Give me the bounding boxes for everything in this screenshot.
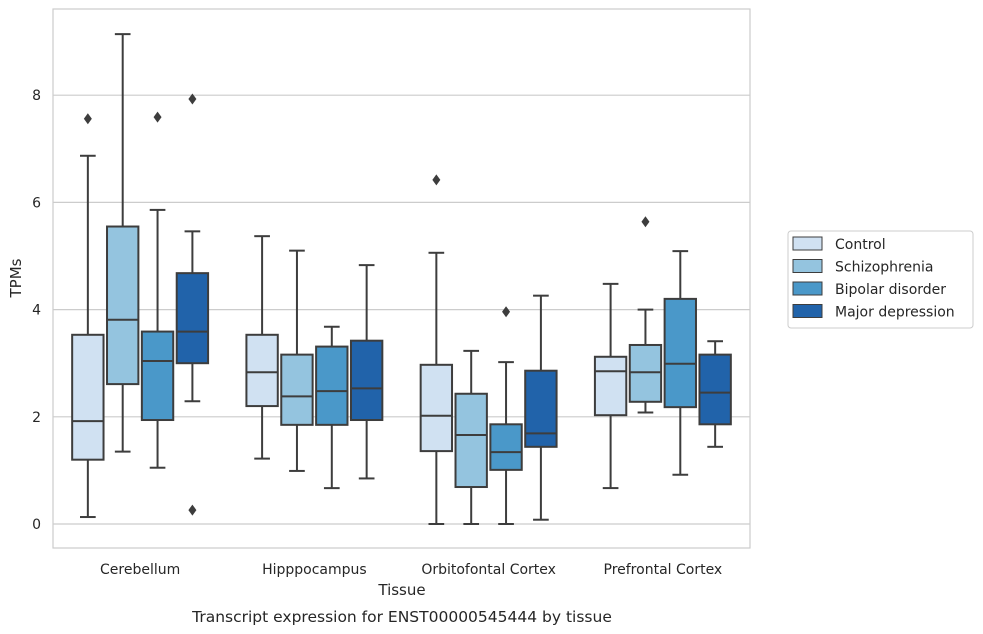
outlier-point	[188, 504, 197, 516]
box-schizophrenia	[106, 33, 140, 453]
x-tick-label: Orbitofontal Cortex	[421, 562, 556, 578]
box-iqr	[454, 392, 488, 489]
box-iqr	[315, 345, 349, 426]
y-tick-label: 8	[32, 88, 41, 104]
legend-label: Control	[835, 237, 886, 253]
box-schizophrenia	[628, 216, 663, 414]
legend: Control Schizophrenia Bipolar disorder Majo…	[787, 230, 974, 329]
box-major-depression	[524, 294, 558, 521]
box-major-depression	[175, 93, 210, 516]
box-schizophrenia	[280, 249, 314, 472]
box-iqr	[593, 355, 628, 417]
box-iqr	[280, 353, 314, 426]
box-control	[419, 174, 454, 525]
box-iqr	[106, 225, 140, 386]
y-tick-label: 0	[32, 517, 41, 533]
outlier-point	[641, 216, 650, 228]
box-iqr	[698, 353, 732, 426]
legend-item: Major depression	[792, 304, 955, 321]
box-iqr	[71, 333, 105, 461]
chart-caption: Transcript expression for ENST0000054544…	[191, 608, 612, 626]
outlier-point	[153, 111, 162, 123]
box-iqr	[140, 330, 175, 422]
box-schizophrenia	[454, 349, 488, 525]
outlier-point	[188, 93, 197, 105]
box-iqr	[245, 333, 279, 408]
y-axis-label: TPMs	[7, 258, 25, 298]
legend-swatch	[792, 281, 823, 296]
box-control	[71, 113, 105, 519]
legend-item: Control	[792, 236, 886, 253]
y-axis-ticks: 0 2 4 6 8	[32, 88, 41, 533]
legend-label: Major depression	[835, 305, 955, 321]
box-iqr	[175, 272, 210, 365]
box-iqr	[349, 339, 384, 422]
box-bipolar-disorder	[140, 111, 175, 469]
legend-swatch	[792, 259, 823, 273]
legend-item: Schizophrenia	[792, 259, 933, 276]
box-iqr	[663, 297, 697, 409]
x-axis-label: Tissue	[377, 581, 425, 599]
x-axis-ticks: Cerebellum Hipppocampus Orbitofontal Corte…	[100, 562, 722, 578]
outlier-point	[83, 113, 92, 125]
outlier-point	[502, 306, 511, 318]
y-tick-label: 6	[32, 195, 41, 211]
box-bipolar-disorder	[663, 250, 697, 476]
x-tick-label: Prefrontal Cortex	[604, 562, 723, 578]
x-tick-label: Cerebellum	[100, 562, 180, 578]
box-iqr	[489, 423, 523, 471]
x-tick-label: Hipppocampus	[262, 562, 367, 578]
legend-label: Bipolar disorder	[835, 282, 946, 298]
legend-frame	[787, 230, 974, 329]
box-control	[245, 235, 279, 460]
box-bipolar-disorder	[489, 306, 523, 525]
box-major-depression	[349, 264, 384, 480]
legend-item: Bipolar disorder	[792, 281, 946, 298]
outlier-point	[432, 174, 441, 186]
box-major-depression	[698, 340, 732, 448]
legend-swatch	[792, 304, 823, 318]
legend-label: Schizophrenia	[835, 260, 933, 276]
box-iqr	[419, 363, 454, 453]
legend-swatch	[792, 236, 823, 251]
y-tick-label: 4	[32, 303, 41, 319]
box-control	[593, 282, 628, 490]
plot-frame	[52, 8, 751, 549]
box-bipolar-disorder	[315, 325, 349, 490]
box-iqr	[524, 369, 558, 448]
y-tick-label: 2	[32, 410, 41, 426]
box-iqr	[628, 343, 663, 403]
box-plot-area	[71, 33, 732, 525]
